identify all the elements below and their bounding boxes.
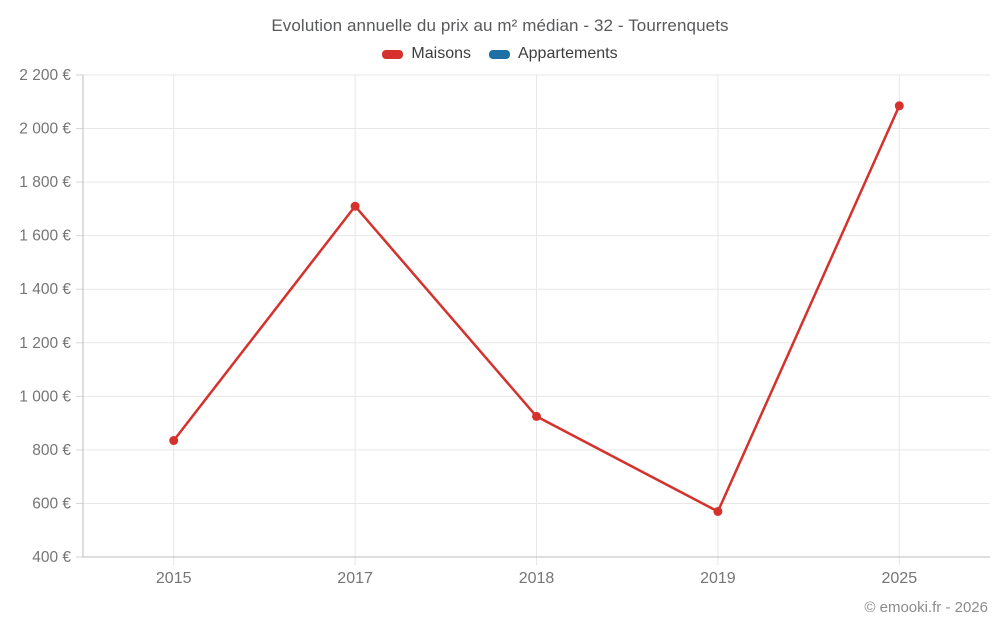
maisons-point-2019[interactable]	[713, 506, 723, 516]
legend-label-maisons: Maisons	[411, 45, 471, 62]
maisons-point-2017[interactable]	[350, 201, 360, 211]
maisons-swatch-icon	[382, 49, 404, 59]
legend: Maisons Appartements	[0, 45, 1000, 63]
copyright: © emooki.fr - 2026	[864, 599, 988, 616]
maisons-point-2025[interactable]	[894, 101, 904, 111]
y-tick-label: 2 000 €	[19, 121, 71, 138]
legend-item-maisons[interactable]: Maisons	[382, 45, 471, 63]
appartements-swatch-icon	[488, 49, 510, 59]
maisons-point-2018[interactable]	[532, 411, 541, 421]
maisons-point-2015[interactable]	[169, 436, 179, 446]
y-tick-label: 400 €	[32, 549, 71, 566]
y-tick-label: 1 800 €	[19, 174, 71, 191]
y-tick-label: 1 600 €	[19, 228, 71, 245]
x-tick-label: 2018	[519, 570, 555, 587]
x-tick-label: 2019	[700, 570, 736, 587]
x-tick-label: 2025	[882, 570, 918, 587]
x-tick-label: 2017	[337, 570, 373, 587]
y-tick-label: 600 €	[32, 495, 71, 512]
y-tick-label: 2 200 €	[19, 67, 71, 84]
legend-label-appartements: Appartements	[517, 45, 618, 62]
legend-item-appartements[interactable]: Appartements	[488, 45, 618, 63]
x-tick-label: 2015	[156, 570, 192, 587]
y-tick-label: 800 €	[32, 442, 71, 459]
chart-title: Evolution annuelle du prix au m² médian …	[271, 16, 729, 35]
y-tick-label: 1 000 €	[19, 388, 71, 405]
y-tick-label: 1 200 €	[19, 335, 71, 352]
y-tick-label: 1 400 €	[19, 281, 71, 298]
